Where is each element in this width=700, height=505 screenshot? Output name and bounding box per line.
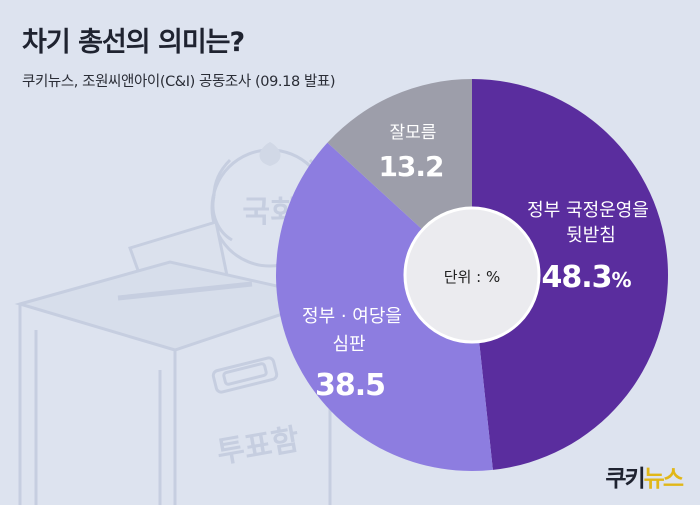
- chart-subtitle: 쿠키뉴스, 조원씨앤아이(C&I) 공동조사 (09.18 발표): [22, 74, 336, 90]
- center-label: 단위 : %: [444, 268, 500, 286]
- slice-1-value: 38.5: [315, 368, 385, 403]
- slice-2-value: 13.2: [378, 150, 443, 183]
- slice-0-value-unit: %: [611, 268, 631, 292]
- slice-0-label-line-1: 정부 국정운영을: [527, 200, 649, 221]
- pie-slice-0: [472, 79, 669, 470]
- chart-title: 차기 총선의 의미는?: [22, 27, 245, 58]
- slice-1-label-line-1: 정부 · 여당을: [302, 306, 402, 327]
- pie-slice-1: [275, 142, 493, 472]
- slice-0-value-number: 48.3: [541, 260, 611, 295]
- slice-0-value: 48.3%: [541, 260, 631, 295]
- slice-label-2: 잘모름 13.2: [378, 123, 444, 183]
- slice-1-label-line-2: 심판: [332, 334, 365, 355]
- donut-hole: [403, 206, 541, 344]
- slice-label-1: 정부 · 여당을 심판 38.5: [302, 306, 402, 403]
- slice-label-0: 정부 국정운영을 뒷받침 48.3%: [527, 200, 649, 295]
- slice-0-label-line-2: 뒷받침: [566, 225, 616, 246]
- ballot-box-label: 투표함: [214, 422, 302, 471]
- kukinews-logo: 쿠키뉴스: [605, 459, 684, 493]
- logo-part-1: 쿠키: [605, 466, 645, 492]
- slice-2-label-line-1: 잘모름: [390, 123, 437, 143]
- logo-part-2: 뉴스: [643, 466, 684, 492]
- ballot-box-illustration: 국회 투표함: [14, 142, 336, 505]
